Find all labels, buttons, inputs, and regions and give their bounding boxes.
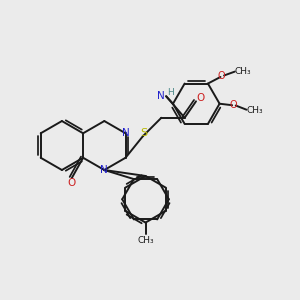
Text: O: O — [230, 100, 237, 110]
Text: S: S — [140, 128, 147, 138]
Text: CH₃: CH₃ — [235, 67, 251, 76]
Text: O: O — [218, 71, 226, 81]
Text: CH₃: CH₃ — [137, 236, 154, 245]
Text: O: O — [196, 93, 205, 103]
Text: N: N — [157, 91, 165, 101]
Text: H: H — [167, 88, 174, 97]
Text: N: N — [100, 165, 108, 175]
Text: N: N — [122, 128, 129, 138]
Text: CH₃: CH₃ — [247, 106, 263, 115]
Text: O: O — [68, 178, 76, 188]
